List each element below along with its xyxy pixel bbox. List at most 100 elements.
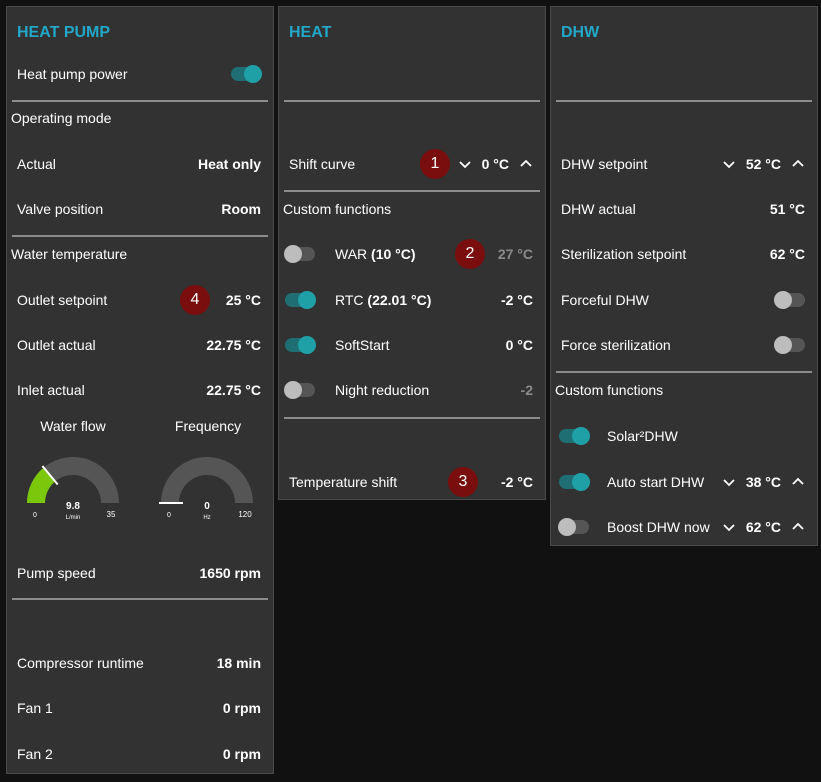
frequency-label: Frequency bbox=[174, 418, 242, 434]
solar-dhw-row: Solar²DHW bbox=[551, 413, 817, 458]
divider bbox=[12, 598, 268, 600]
dhw-actual-row: DHW actual 51 °C bbox=[551, 186, 817, 231]
force-sterilization-row: Force sterilization bbox=[551, 322, 817, 367]
sterilization-setpoint-value: 62 °C bbox=[769, 245, 805, 262]
fan-2-label: Fan 2 bbox=[17, 745, 53, 762]
outlet-setpoint-label: Outlet setpoint bbox=[17, 291, 108, 308]
night-reduction-toggle[interactable] bbox=[284, 380, 315, 399]
water-flow-gauge-needle bbox=[41, 465, 59, 486]
softstart-label: SoftStart bbox=[335, 336, 390, 353]
rtc-toggle[interactable] bbox=[285, 290, 316, 309]
shift-curve-row: Shift curve 0 °C bbox=[279, 141, 545, 186]
compressor-runtime-value: 18 min bbox=[216, 654, 261, 671]
water-flow-gauge-value: 9.8 bbox=[66, 501, 80, 512]
forceful-dhw-toggle[interactable] bbox=[774, 290, 805, 309]
divider bbox=[12, 235, 268, 237]
dhw-title: DHW bbox=[561, 24, 600, 41]
inlet-actual-label: Inlet actual bbox=[17, 381, 85, 398]
auto-start-dhw-stepper: 38 °C bbox=[722, 474, 805, 490]
auto-start-dhw-toggle[interactable] bbox=[559, 472, 590, 491]
night-reduction-label: Night reduction bbox=[335, 381, 430, 398]
rtc-label: RTC (22.01 °C) bbox=[335, 291, 432, 308]
pump-speed-value: 1650 rpm bbox=[199, 564, 261, 581]
water-flow-gauge: 9.8 L/min 0 35 bbox=[27, 457, 119, 521]
forceful-dhw-row: Forceful DHW bbox=[551, 277, 817, 322]
pump-speed-row: Pump speed 1650 rpm bbox=[7, 550, 273, 595]
boost-dhw-row: Boost DHW now 62 °C bbox=[551, 504, 817, 549]
frequency-gauge-max: 120 bbox=[238, 510, 252, 519]
war-toggle[interactable] bbox=[284, 244, 315, 263]
chevron-down-icon[interactable] bbox=[722, 520, 736, 534]
outlet-setpoint-row: Outlet setpoint 25 °C bbox=[7, 277, 273, 322]
water-flow-label: Water flow bbox=[40, 418, 106, 434]
dhw-actual-value: 51 °C bbox=[769, 200, 805, 217]
heat-custom-functions-section: Custom functions bbox=[283, 200, 392, 217]
frequency-gauge-unit: Hz bbox=[203, 515, 210, 521]
fan-1-value: 0 rpm bbox=[222, 699, 261, 716]
water-temperature-section: Water temperature bbox=[11, 245, 128, 262]
dhw-setpoint-label: DHW setpoint bbox=[561, 155, 648, 172]
temperature-shift-value: -2 °C bbox=[500, 473, 533, 490]
force-sterilization-label: Force sterilization bbox=[561, 336, 671, 353]
dhw-setpoint-row: DHW setpoint 52 °C bbox=[551, 141, 817, 186]
inlet-actual-row: Inlet actual 22.75 °C bbox=[7, 367, 273, 412]
dhw-custom-functions-section: Custom functions bbox=[555, 381, 664, 398]
chevron-down-icon[interactable] bbox=[458, 157, 472, 171]
boost-dhw-label: Boost DHW now bbox=[607, 518, 710, 535]
chevron-up-icon[interactable] bbox=[791, 520, 805, 534]
rtc-value: -2 °C bbox=[500, 291, 533, 308]
chevron-down-icon[interactable] bbox=[722, 157, 736, 171]
war-value: 27 °C bbox=[497, 245, 533, 262]
outlet-setpoint-value: 25 °C bbox=[225, 291, 261, 308]
rtc-row: RTC (22.01 °C) -2 °C bbox=[279, 277, 545, 322]
night-reduction-row: Night reduction -2 bbox=[279, 367, 545, 412]
divider bbox=[284, 190, 540, 192]
chevron-up-icon[interactable] bbox=[519, 157, 533, 171]
chevron-up-icon[interactable] bbox=[791, 157, 805, 171]
divider bbox=[284, 100, 540, 102]
shift-curve-stepper: 0 °C bbox=[458, 156, 533, 172]
temperature-shift-row: Temperature shift -2 °C bbox=[279, 459, 545, 504]
pump-speed-label: Pump speed bbox=[17, 564, 96, 581]
frequency-gauge-value: 0 bbox=[204, 501, 210, 512]
valve-position-value: Room bbox=[221, 200, 261, 217]
water-flow-gauge-min: 0 bbox=[33, 512, 37, 519]
operating-mode-section: Operating mode bbox=[11, 109, 112, 126]
divider bbox=[284, 417, 540, 419]
softstart-row: SoftStart 0 °C bbox=[279, 322, 545, 367]
frequency-gauge-min: 0 bbox=[167, 512, 171, 519]
heat-card: HEAT Shift curve 0 °C 1 Custom functions… bbox=[278, 6, 546, 500]
fan-1-row: Fan 1 0 rpm bbox=[7, 685, 273, 730]
divider bbox=[556, 371, 812, 373]
water-flow-gauge-unit: L/min bbox=[66, 515, 81, 521]
shift-curve-label: Shift curve bbox=[289, 155, 356, 172]
sterilization-setpoint-row: Sterilization setpoint 62 °C bbox=[551, 231, 817, 276]
auto-start-dhw-value: 38 °C bbox=[745, 473, 781, 490]
boost-dhw-value: 62 °C bbox=[745, 518, 781, 535]
compressor-runtime-row: Compressor runtime 18 min bbox=[7, 640, 273, 685]
war-row: WAR (10 °C) 27 °C bbox=[279, 231, 545, 276]
badge-4: 4 bbox=[180, 285, 210, 315]
actual-mode-row: Actual Heat only bbox=[7, 141, 273, 186]
solar-dhw-toggle[interactable] bbox=[559, 426, 590, 445]
auto-start-dhw-label: Auto start DHW bbox=[607, 473, 705, 490]
valve-position-label: Valve position bbox=[17, 200, 104, 217]
water-flow-gauge-max: 35 bbox=[107, 510, 116, 519]
night-reduction-value: -2 bbox=[520, 381, 533, 398]
water-flow-gauge-fill bbox=[27, 467, 56, 503]
valve-position-row: Valve position Room bbox=[7, 186, 273, 231]
actual-mode-value: Heat only bbox=[197, 155, 261, 172]
badge-3: 3 bbox=[448, 467, 478, 497]
softstart-toggle[interactable] bbox=[285, 335, 316, 354]
boost-dhw-stepper: 62 °C bbox=[722, 519, 805, 535]
boost-dhw-toggle[interactable] bbox=[558, 517, 589, 536]
heat-pump-power-toggle[interactable] bbox=[231, 64, 262, 83]
heat-pump-title: HEAT PUMP bbox=[17, 24, 111, 41]
solar-dhw-label: Solar²DHW bbox=[607, 427, 678, 444]
chevron-down-icon[interactable] bbox=[722, 475, 736, 489]
chevron-up-icon[interactable] bbox=[791, 475, 805, 489]
badge-2: 2 bbox=[455, 239, 485, 269]
force-sterilization-toggle[interactable] bbox=[774, 335, 805, 354]
outlet-actual-label: Outlet actual bbox=[17, 336, 96, 353]
fan-2-value: 0 rpm bbox=[222, 745, 261, 762]
